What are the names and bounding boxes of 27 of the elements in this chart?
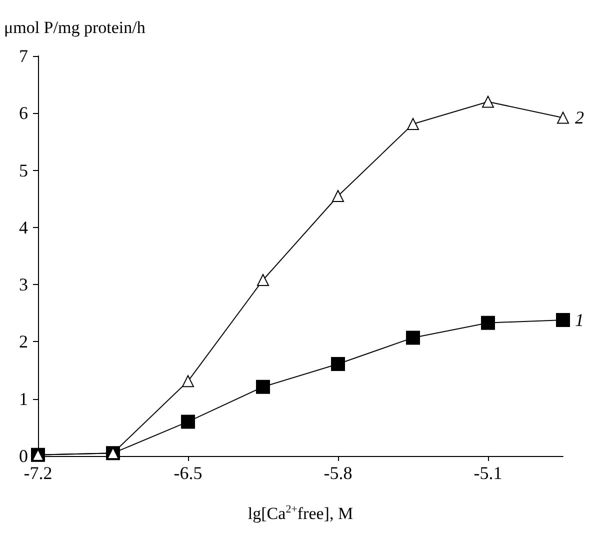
- x-tick-label: -5.8: [324, 463, 352, 483]
- x-tick-label: -7.2: [24, 463, 52, 483]
- y-tick-label: 1: [19, 388, 28, 409]
- point: [406, 330, 420, 345]
- x-tick-label: -6.5: [174, 463, 202, 483]
- series-label: 1: [575, 310, 584, 330]
- y-tick-label: 5: [19, 160, 28, 180]
- y-tick-label: 7: [19, 46, 28, 66]
- point: [557, 112, 569, 124]
- point: [482, 96, 494, 108]
- point: [331, 357, 345, 371]
- x-tick-label: -5.1: [474, 463, 502, 483]
- point: [332, 190, 344, 202]
- point: [407, 118, 419, 130]
- y-axis-title: μmol P/mg protein/h: [4, 18, 146, 37]
- y-tick-label: 6: [19, 103, 28, 124]
- y-tick-label: 0: [19, 446, 28, 466]
- y-tick-label: 4: [19, 217, 28, 238]
- y-tick-label: 3: [19, 274, 28, 295]
- point: [256, 380, 270, 394]
- point: [556, 313, 570, 327]
- point: [481, 316, 495, 330]
- y-tick-label: 2: [19, 332, 28, 352]
- point: [257, 274, 269, 286]
- point: [181, 414, 195, 429]
- point: [182, 375, 194, 388]
- series-label: 2: [575, 108, 584, 128]
